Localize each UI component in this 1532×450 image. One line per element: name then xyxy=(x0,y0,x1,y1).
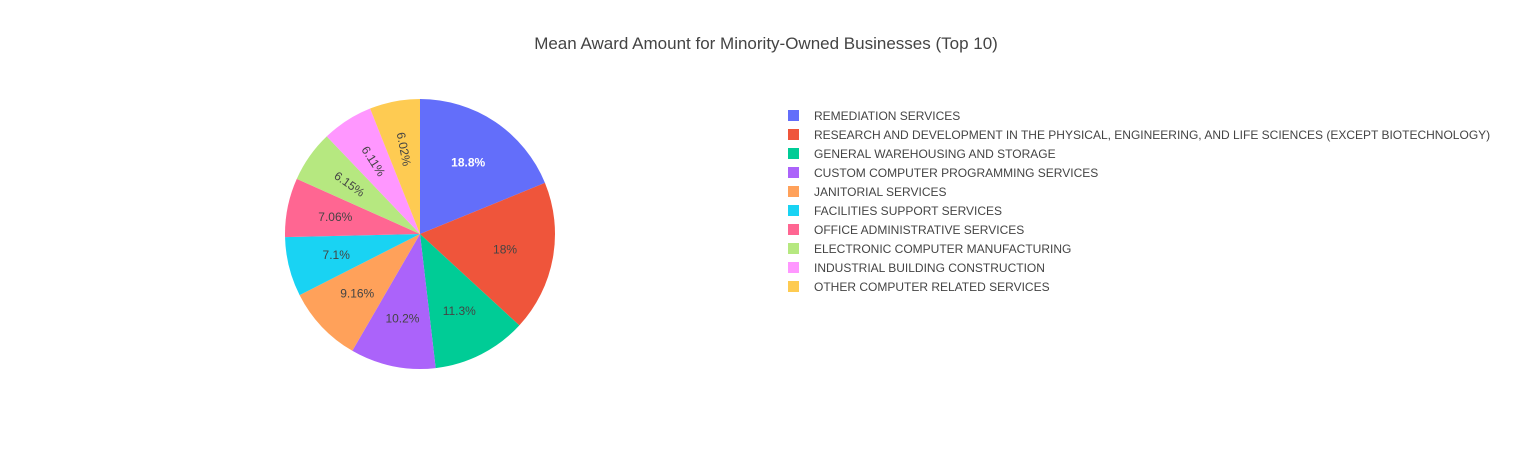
pie-slice[interactable] xyxy=(420,99,545,234)
legend-swatch xyxy=(788,110,799,121)
legend-swatch xyxy=(788,243,799,254)
slice-label: 7.1% xyxy=(323,248,351,262)
legend-item[interactable]: JANITORIAL SERVICES xyxy=(788,182,1490,201)
legend-item[interactable]: OFFICE ADMINISTRATIVE SERVICES xyxy=(788,220,1490,239)
slice-label: 18% xyxy=(493,242,517,256)
legend: REMEDIATION SERVICES RESEARCH AND DEVELOP… xyxy=(788,106,1490,296)
pie-slice[interactable] xyxy=(420,234,520,369)
slice-label: 7.06% xyxy=(318,210,352,224)
slice-label: 10.2% xyxy=(385,312,419,326)
legend-label: FACILITIES SUPPORT SERVICES xyxy=(814,203,1003,218)
legend-swatch xyxy=(788,205,799,216)
pie-slice[interactable] xyxy=(285,234,420,296)
legend-label: CUSTOM COMPUTER PROGRAMMING SERVICES xyxy=(814,165,1099,180)
pie-slice[interactable] xyxy=(352,234,436,369)
legend-label: ELECTRONIC COMPUTER MANUFACTURING xyxy=(814,241,1072,256)
legend-item[interactable]: REMEDIATION SERVICES xyxy=(788,106,1490,125)
slice-label: 18.8% xyxy=(451,155,485,169)
pie-slice[interactable] xyxy=(326,108,420,234)
pie-slice[interactable] xyxy=(370,99,420,234)
legend-swatch xyxy=(788,262,799,273)
legend-swatch xyxy=(788,186,799,197)
legend-label: GENERAL WAREHOUSING AND STORAGE xyxy=(814,146,1056,161)
legend-swatch xyxy=(788,129,799,140)
slice-label: 6.02% xyxy=(394,131,414,167)
legend-item[interactable]: ELECTRONIC COMPUTER MANUFACTURING xyxy=(788,239,1490,258)
pie-slice[interactable] xyxy=(296,136,420,234)
legend-item[interactable]: INDUSTRIAL BUILDING CONSTRUCTION xyxy=(788,258,1490,277)
legend-label: INDUSTRIAL BUILDING CONSTRUCTION xyxy=(814,260,1045,275)
legend-label: REMEDIATION SERVICES xyxy=(814,108,961,123)
legend-label: JANITORIAL SERVICES xyxy=(814,184,947,199)
slice-label: 11.3% xyxy=(443,304,476,318)
legend-swatch xyxy=(788,224,799,235)
chart-title: Mean Award Amount for Minority-Owned Bus… xyxy=(534,34,998,53)
legend-swatch xyxy=(788,148,799,159)
legend-item[interactable]: OTHER COMPUTER RELATED SERVICES xyxy=(788,277,1490,296)
legend-label: RESEARCH AND DEVELOPMENT IN THE PHYSICAL… xyxy=(814,127,1491,142)
pie-slice[interactable] xyxy=(299,234,420,351)
slice-label: 9.16% xyxy=(340,286,374,300)
legend-label: OTHER COMPUTER RELATED SERVICES xyxy=(814,279,1050,294)
pie-slice[interactable] xyxy=(285,178,420,238)
legend-item[interactable]: CUSTOM COMPUTER PROGRAMMING SERVICES xyxy=(788,163,1490,182)
legend-item[interactable]: RESEARCH AND DEVELOPMENT IN THE PHYSICAL… xyxy=(788,125,1490,144)
pie-slice[interactable] xyxy=(420,182,555,326)
legend-item[interactable]: FACILITIES SUPPORT SERVICES xyxy=(788,201,1490,220)
legend-swatch xyxy=(788,167,799,178)
legend-item[interactable]: GENERAL WAREHOUSING AND STORAGE xyxy=(788,144,1490,163)
legend-swatch xyxy=(788,281,799,292)
legend-label: OFFICE ADMINISTRATIVE SERVICES xyxy=(814,222,1025,237)
